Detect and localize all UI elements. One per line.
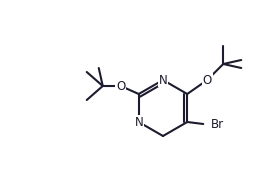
- Text: Br: Br: [211, 117, 224, 130]
- Text: N: N: [159, 74, 167, 87]
- Text: O: O: [116, 80, 125, 93]
- Text: N: N: [134, 115, 143, 128]
- Text: O: O: [203, 74, 212, 87]
